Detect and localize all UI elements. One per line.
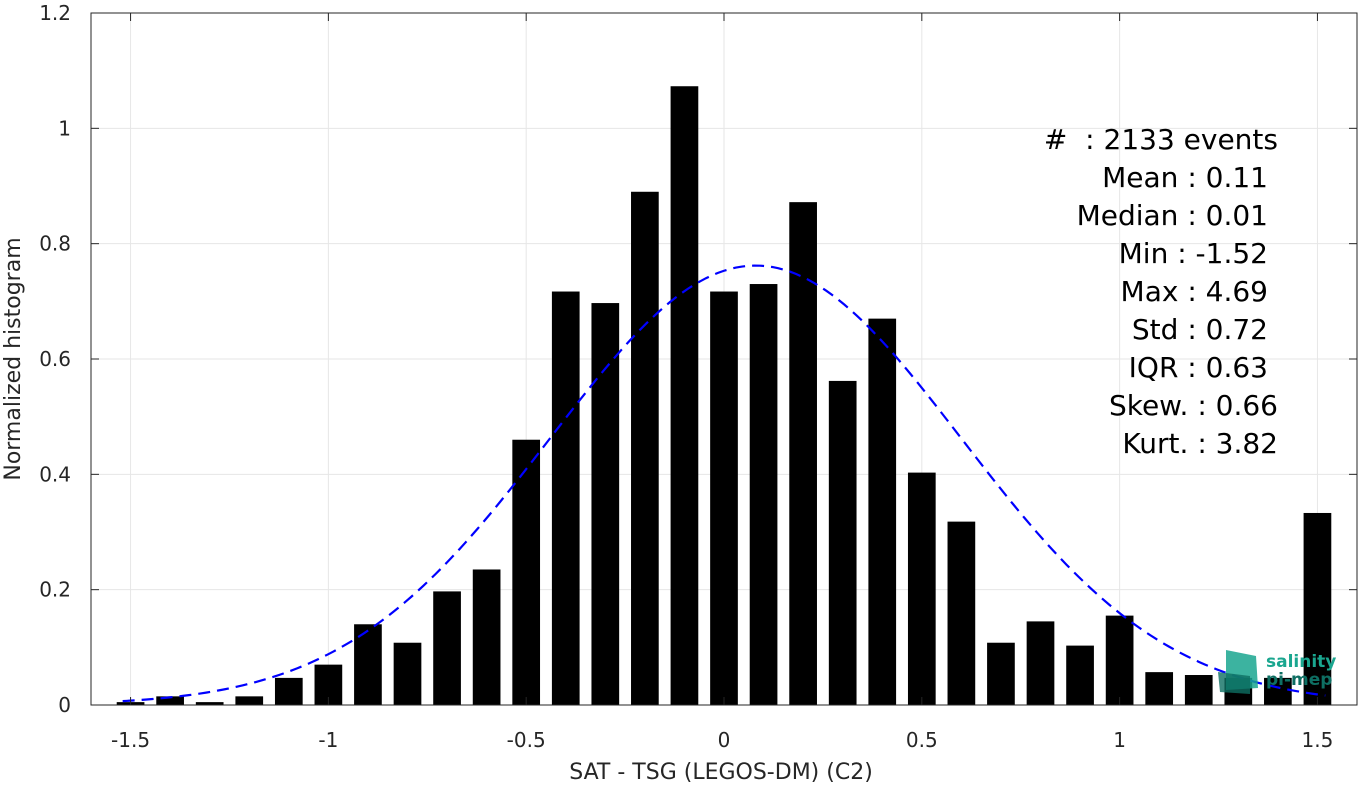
stat-line: Kurt. : 3.82: [1122, 427, 1278, 460]
y-tick-label: 0: [58, 693, 71, 717]
statistics-panel: # : 2133 events Mean : 0.11 Median : 0.01 M…: [1044, 123, 1278, 460]
histogram-bar: [1066, 645, 1094, 705]
histogram-bar: [156, 696, 184, 705]
histogram-bar: [1105, 615, 1134, 705]
y-axis-label: Normalized histogram: [1, 237, 26, 480]
x-tick-label: -0.5: [507, 728, 546, 752]
y-tick-label: 0.6: [39, 347, 71, 371]
histogram-bar: [987, 642, 1015, 705]
stat-line: Std : 0.72: [1132, 313, 1268, 346]
histogram-bar: [274, 677, 303, 705]
stat-line: IQR : 0.63: [1129, 351, 1268, 384]
histogram-bar: [591, 303, 620, 705]
histogram-bar: [631, 191, 659, 705]
normal-fit-curve: [122, 264, 1326, 703]
x-tick-label: -1.5: [111, 728, 150, 752]
stat-line: Min : -1.52: [1119, 237, 1268, 270]
histogram-bar: [1026, 621, 1055, 705]
stat-line: Mean : 0.11: [1102, 161, 1268, 194]
x-tick-label: 0.5: [906, 728, 938, 752]
y-tick-label: 1: [58, 116, 71, 140]
x-tick-label: -1: [318, 728, 338, 752]
histogram-bar: [433, 591, 461, 705]
x-tick-label: 1: [1113, 728, 1126, 752]
logo-text-line2: pi-mep: [1266, 670, 1332, 690]
logo-mark-icon: [1218, 672, 1250, 694]
y-tick-label: 0.8: [39, 232, 71, 256]
histogram-bars: [116, 86, 1332, 705]
histogram-bar: [868, 318, 897, 705]
stat-line: Skew. : 0.66: [1109, 389, 1278, 422]
stat-line: Max : 4.69: [1121, 275, 1268, 308]
y-tick-label: 0.4: [39, 462, 71, 486]
y-tick-label: 0.2: [39, 578, 71, 602]
histogram-bar: [1145, 672, 1174, 705]
histogram-bar: [195, 702, 224, 705]
histogram-bar: [710, 291, 738, 705]
histogram-bar: [551, 291, 580, 705]
x-tick-label: 1.5: [1302, 728, 1334, 752]
stat-line: # : 2133 events: [1044, 123, 1278, 156]
histogram-bar: [789, 202, 817, 705]
histogram-bar: [1184, 675, 1213, 705]
histogram-bar: [393, 642, 422, 705]
stat-line: Median : 0.01: [1077, 199, 1268, 232]
x-axis-label: SAT - TSG (LEGOS-DM) (C2): [569, 760, 873, 785]
histogram-bar: [670, 86, 699, 705]
histogram-bar: [512, 439, 541, 705]
histogram-bar: [1303, 512, 1332, 705]
histogram-bar: [828, 380, 857, 705]
histogram-bar: [472, 569, 501, 705]
x-axis-ticks: -1.5 -1 -0.5 0 0.5 1 1.5: [111, 13, 1333, 752]
logo-text-line1: salinity: [1266, 652, 1336, 672]
histogram-bar: [947, 521, 976, 705]
y-axis-ticks: 0 0.2 0.4 0.6 0.8 1 1.2: [39, 1, 1357, 717]
histogram-bar: [907, 472, 936, 705]
histogram-bar: [235, 696, 264, 705]
histogram-bar: [749, 284, 778, 705]
y-tick-label: 1.2: [39, 1, 71, 25]
histogram-bar: [1264, 677, 1292, 705]
x-tick-label: 0: [718, 728, 731, 752]
